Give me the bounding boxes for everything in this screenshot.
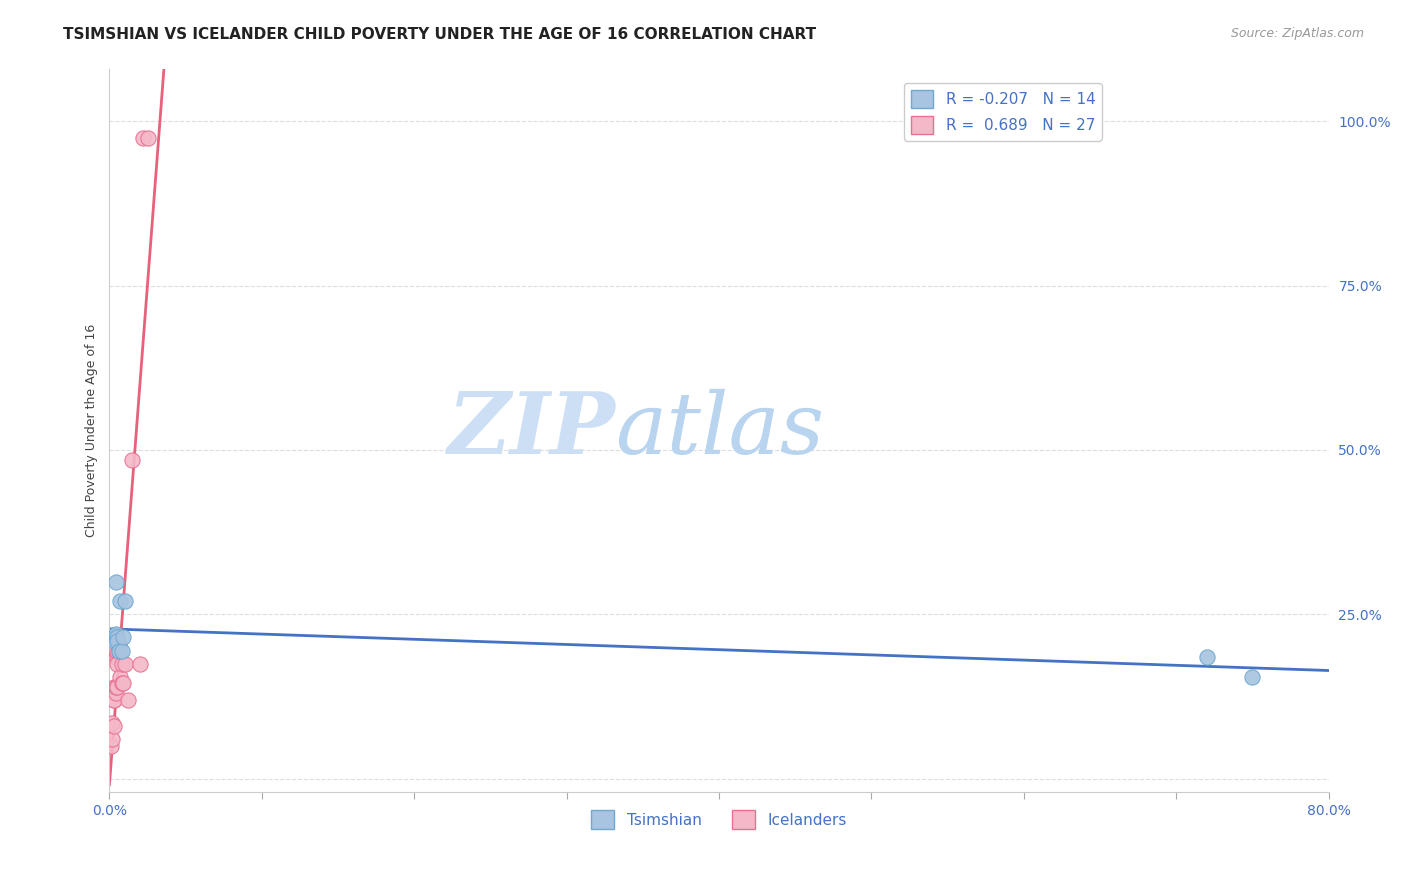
Point [104, 686, 127, 700]
Point [103, 719, 125, 733]
Point [1195, 650, 1218, 665]
Point [103, 693, 125, 707]
Point [128, 657, 150, 671]
Point [121, 453, 143, 467]
Y-axis label: Child Poverty Under the Age of 16: Child Poverty Under the Age of 16 [86, 324, 98, 537]
Point [105, 647, 128, 661]
Point [112, 676, 135, 690]
Point [103, 633, 125, 648]
Point [110, 657, 132, 671]
Point [100, 739, 122, 753]
Text: ZIP: ZIP [447, 389, 616, 472]
Point [108, 594, 131, 608]
Point [105, 680, 128, 694]
Point [103, 693, 125, 707]
Point [101, 715, 124, 730]
Point [110, 643, 132, 657]
Point [114, 594, 136, 608]
Point [104, 631, 127, 645]
Legend: Tsimshian, Icelanders: Tsimshian, Icelanders [585, 804, 852, 835]
Text: atlas: atlas [616, 389, 824, 472]
Point [105, 633, 128, 648]
Point [1241, 670, 1264, 684]
Point [105, 643, 128, 657]
Point [114, 657, 136, 671]
Point [108, 670, 131, 684]
Point [101, 732, 124, 747]
Point [117, 693, 139, 707]
Text: Source: ZipAtlas.com: Source: ZipAtlas.com [1230, 27, 1364, 40]
Point [104, 680, 127, 694]
Point [112, 631, 135, 645]
Point [105, 657, 128, 671]
Point [107, 643, 129, 657]
Point [104, 627, 127, 641]
Point [105, 631, 128, 645]
Point [103, 680, 125, 694]
Point [104, 650, 127, 665]
Point [107, 640, 129, 655]
Point [132, 130, 155, 145]
Point [136, 130, 159, 145]
Point [107, 637, 129, 651]
Point [107, 643, 129, 657]
Point [110, 676, 132, 690]
Text: TSIMSHIAN VS ICELANDER CHILD POVERTY UNDER THE AGE OF 16 CORRELATION CHART: TSIMSHIAN VS ICELANDER CHILD POVERTY UND… [63, 27, 817, 42]
Point [104, 574, 127, 589]
Point [103, 631, 125, 645]
